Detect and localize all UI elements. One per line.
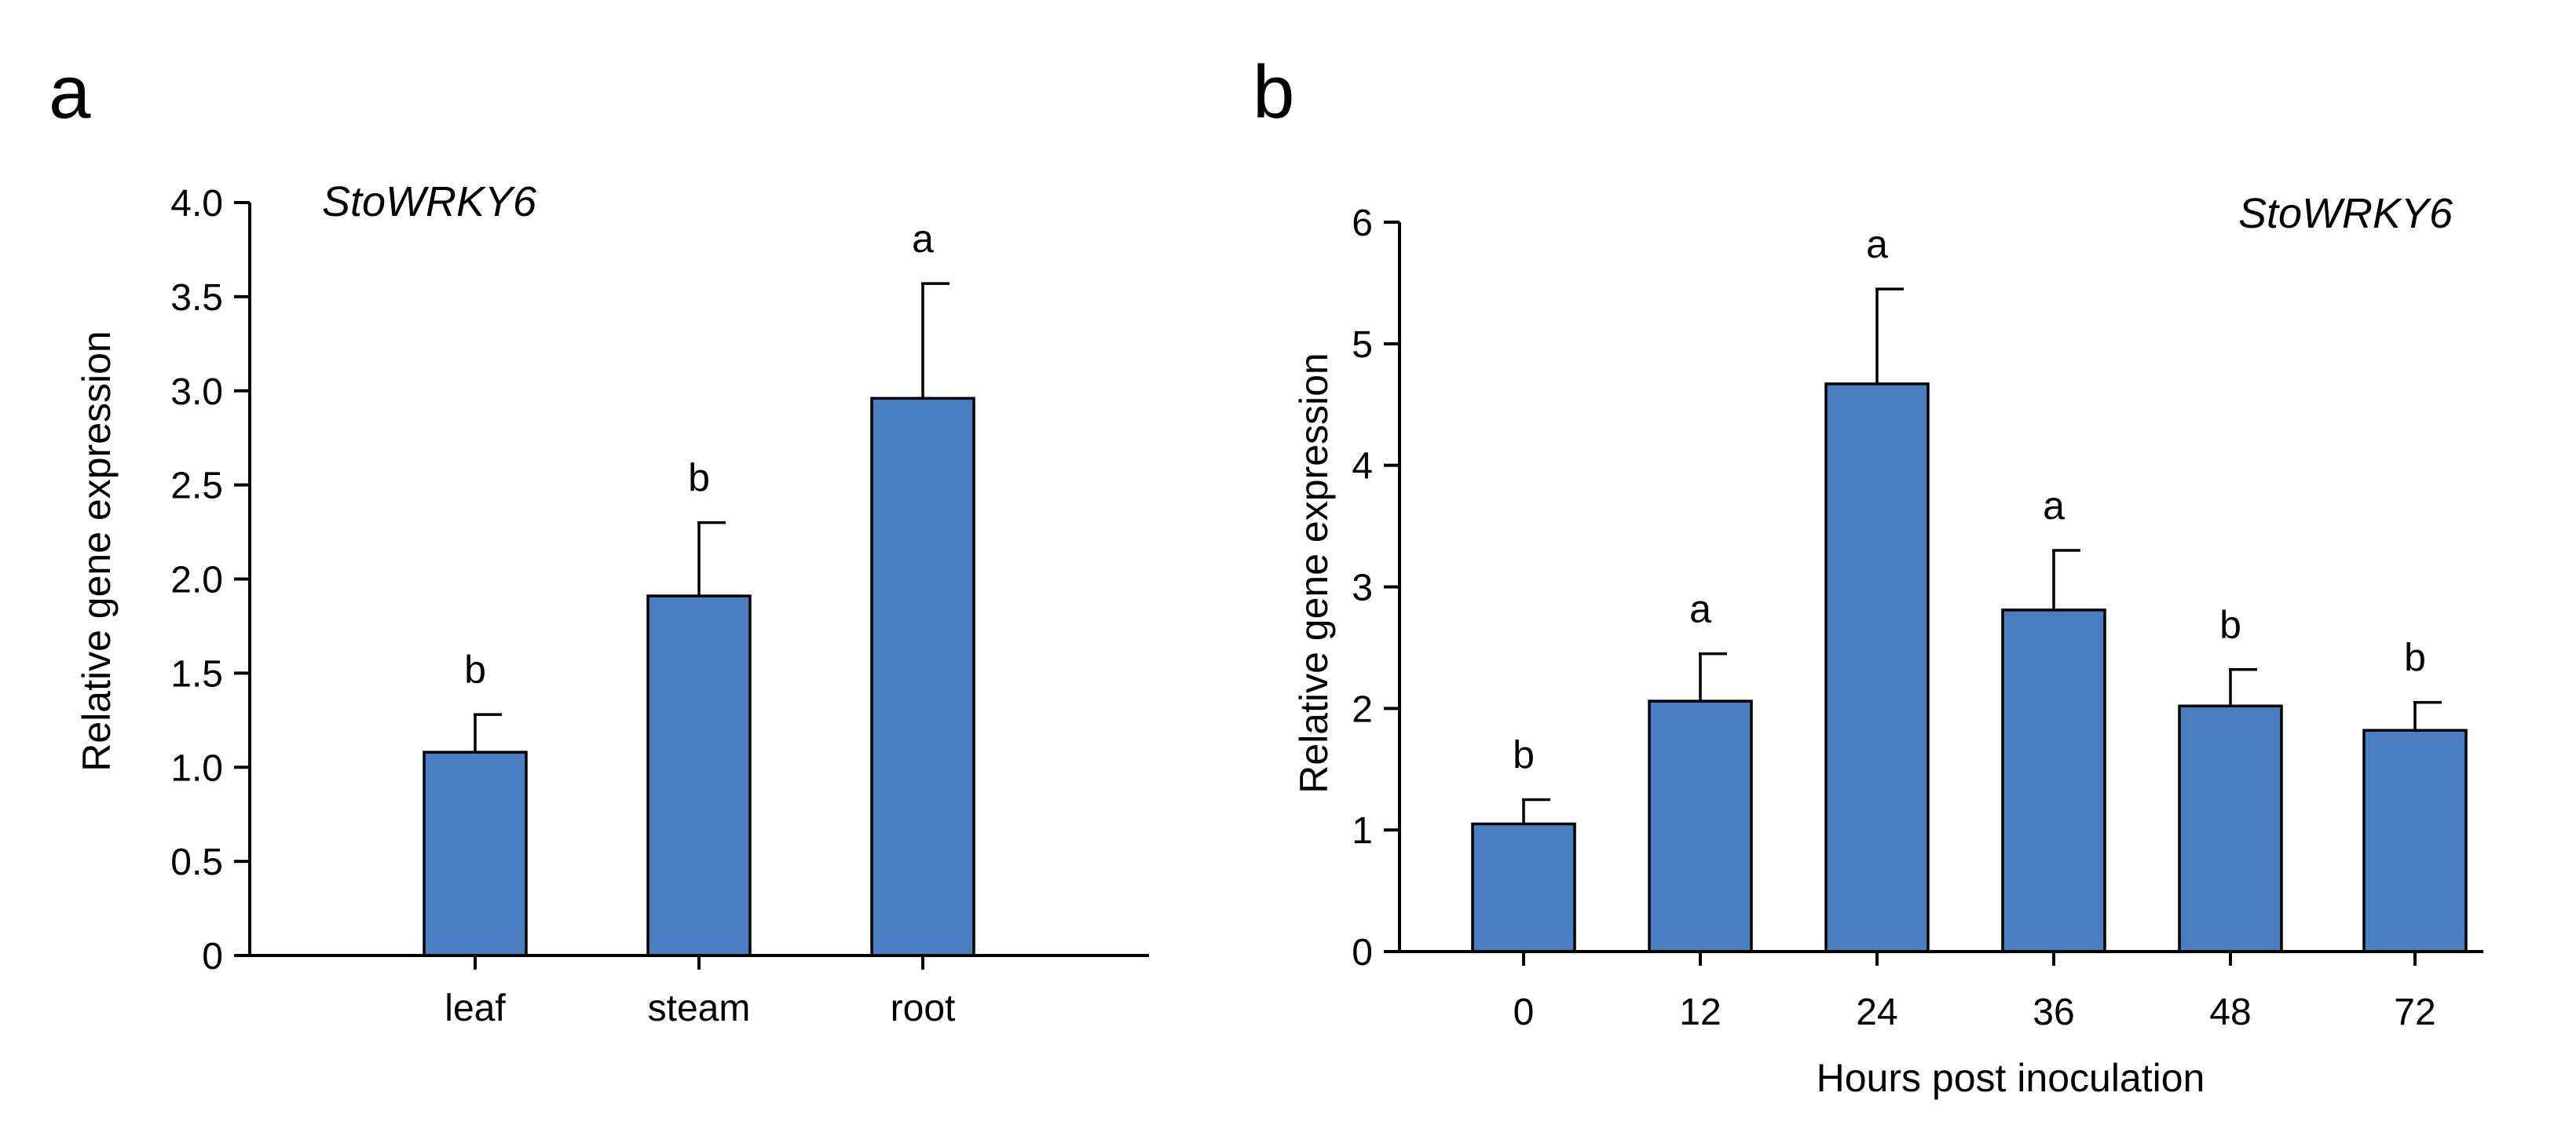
panel-a-y-axis-title: Relative gene expression <box>75 331 119 771</box>
x-tick-label-a-steam: steam <box>648 988 751 1029</box>
significance-label-a-steam: b <box>688 456 710 500</box>
bar-b-24 <box>1824 382 1930 953</box>
y-tick-label: 3 <box>1352 568 1373 609</box>
panel-a-letter: a <box>49 50 91 134</box>
significance-label-b-48: b <box>2219 603 2241 647</box>
bar-b-72 <box>2362 729 2468 953</box>
panel-a-significance-labels: b b a <box>464 217 934 692</box>
y-tick-label: 2.0 <box>170 560 223 601</box>
panel-a-x-ticks: leaf steam root <box>445 955 955 1029</box>
panel-a-gene-title: StoWRKY6 <box>322 178 537 225</box>
y-tick-label: 2 <box>1352 689 1373 730</box>
bar-b-36 <box>2001 608 2106 953</box>
significance-label-b-24: a <box>1866 222 1888 266</box>
panel-a: a StoWRKY6 Relative gene expression 0 0.5… <box>49 50 1149 1029</box>
panel-b-y-axis-title: Relative gene expression <box>1292 353 1336 793</box>
bar-a-steam <box>646 594 752 957</box>
x-tick-label-a-leaf: leaf <box>445 988 506 1029</box>
bar-a-leaf <box>423 751 528 957</box>
bar-b-12 <box>1648 700 1753 953</box>
y-tick-label: 3.5 <box>170 277 223 319</box>
significance-label-a-root: a <box>912 217 934 261</box>
bar-a-root <box>870 396 975 957</box>
significance-label-b-36: a <box>2043 484 2065 528</box>
y-tick-label: 1.5 <box>170 653 223 695</box>
y-tick-label: 2.5 <box>170 466 223 507</box>
y-tick-label: 4 <box>1352 446 1373 488</box>
x-tick-label-b-72: 72 <box>2394 992 2435 1033</box>
y-tick-label: 0 <box>202 936 223 977</box>
panel-b-x-ticks: 0 12 24 36 48 72 <box>1513 952 2436 1033</box>
y-tick-label: 0 <box>1352 932 1373 974</box>
y-tick-label: 6 <box>1352 203 1373 244</box>
x-tick-label-a-root: root <box>891 988 956 1029</box>
panel-b-x-axis-title: Hours post inoculation <box>1817 1056 2205 1100</box>
significance-label-b-0: b <box>1513 733 1535 776</box>
x-tick-label-b-24: 24 <box>1856 992 1897 1033</box>
significance-label-b-12: a <box>1689 587 1711 631</box>
panel-b-gene-title: StoWRKY6 <box>2238 190 2453 237</box>
bar-b-48 <box>2178 704 2283 953</box>
y-tick-label: 4.0 <box>170 183 223 225</box>
y-tick-label: 0.5 <box>170 842 223 883</box>
x-tick-label-b-12: 12 <box>1679 992 1721 1033</box>
panel-b-letter: b <box>1253 50 1294 134</box>
significance-label-b-72: b <box>2404 636 2426 680</box>
x-tick-label-b-36: 36 <box>2033 992 2074 1033</box>
y-tick-label: 5 <box>1352 324 1373 366</box>
panel-b-y-ticks: 0 1 2 3 4 5 6 <box>1352 203 1400 974</box>
bar-b-0 <box>1471 822 1576 953</box>
panel-b-bars <box>1471 382 2468 953</box>
significance-label-a-leaf: b <box>464 648 486 692</box>
panel-a-y-ticks: 0 0.5 1.0 1.5 2.0 2.5 3.0 3.5 4.0 <box>170 183 250 977</box>
y-tick-label: 1 <box>1352 810 1373 852</box>
panel-a-bars <box>423 396 975 957</box>
x-tick-label-b-0: 0 <box>1513 992 1535 1033</box>
panel-b-significance-labels: b a a a b b <box>1513 222 2426 776</box>
x-tick-label-b-48: 48 <box>2209 992 2251 1033</box>
y-tick-label: 1.0 <box>170 747 223 789</box>
panel-b: b StoWRKY6 Relative gene expression Hour… <box>1253 50 2483 1100</box>
y-tick-label: 3.0 <box>170 371 223 413</box>
panel-b-error-bars <box>1522 287 2442 824</box>
panel-a-error-bars <box>474 282 950 753</box>
